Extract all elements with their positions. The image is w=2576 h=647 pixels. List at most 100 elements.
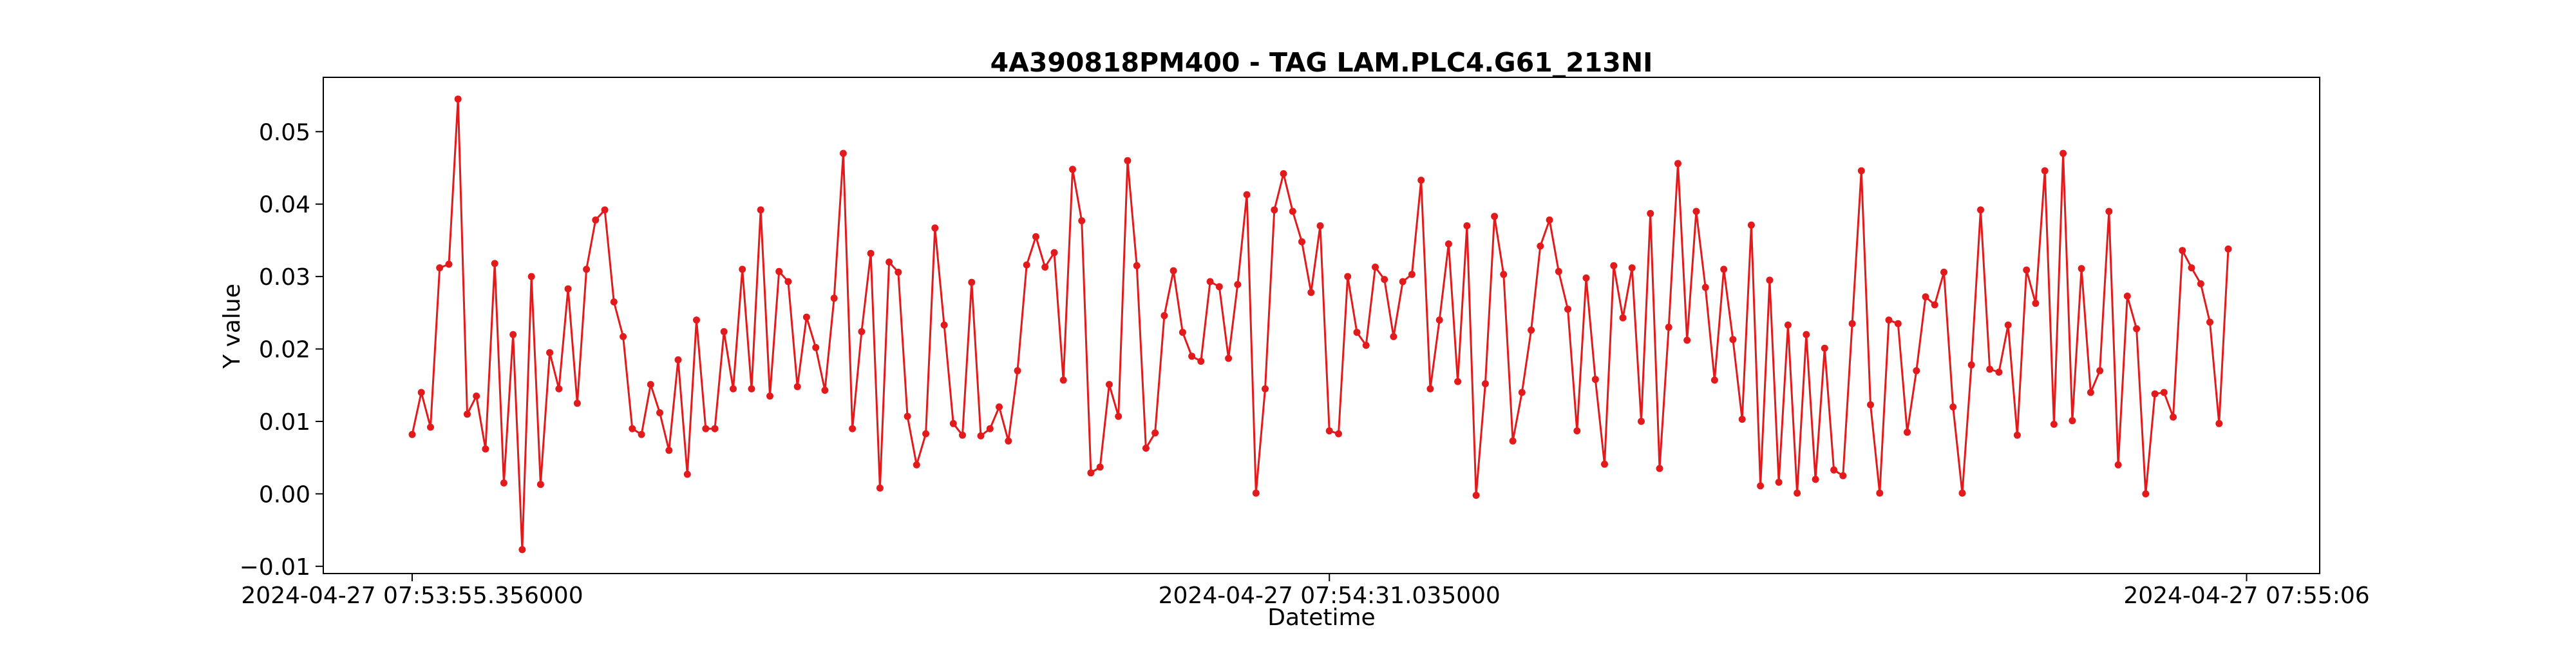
data-point bbox=[2123, 293, 2131, 300]
data-point bbox=[2188, 264, 2195, 272]
plot-frame bbox=[323, 77, 2320, 574]
data-point bbox=[491, 260, 498, 267]
data-point bbox=[546, 349, 554, 356]
data-point bbox=[1105, 381, 1113, 389]
data-point bbox=[1362, 342, 1370, 349]
data-point bbox=[1069, 166, 1076, 173]
data-point bbox=[1775, 478, 1783, 486]
data-point bbox=[2133, 325, 2141, 333]
data-point bbox=[656, 409, 663, 416]
data-point bbox=[408, 430, 416, 438]
data-point bbox=[1225, 354, 1233, 362]
data-point bbox=[702, 425, 710, 432]
data-point bbox=[2032, 300, 2040, 307]
data-point bbox=[821, 387, 829, 394]
data-point bbox=[1417, 177, 1425, 184]
data-point bbox=[1738, 416, 1746, 423]
data-point bbox=[1307, 289, 1315, 296]
data-point bbox=[784, 278, 792, 285]
data-point bbox=[2096, 367, 2104, 374]
data-point bbox=[2060, 150, 2067, 157]
data-point bbox=[473, 392, 480, 400]
y-tick-label: 0.04 bbox=[259, 192, 310, 218]
data-point bbox=[2151, 390, 2159, 398]
data-point bbox=[1922, 293, 1929, 301]
data-point bbox=[1133, 262, 1141, 269]
y-axis-label: Y value bbox=[219, 284, 245, 369]
data-point bbox=[886, 258, 893, 266]
data-point bbox=[1729, 336, 1737, 343]
data-point bbox=[527, 273, 535, 280]
data-point bbox=[1591, 376, 1599, 383]
x-tick-label: 2024-04-27 07:54:31.035000 bbox=[1159, 583, 1501, 609]
data-point bbox=[1087, 469, 1095, 477]
data-point bbox=[1271, 206, 1278, 214]
data-point bbox=[1518, 389, 1526, 396]
y-tick-label: 0.05 bbox=[259, 119, 310, 146]
data-point bbox=[1041, 264, 1049, 271]
data-point bbox=[1243, 191, 1251, 198]
data-point bbox=[1289, 208, 1296, 215]
data-point bbox=[1381, 276, 1388, 284]
data-point bbox=[536, 481, 544, 488]
data-point bbox=[647, 381, 654, 389]
data-point bbox=[748, 385, 755, 392]
data-point bbox=[1252, 489, 1260, 497]
data-point bbox=[1160, 312, 1168, 320]
data-point bbox=[812, 343, 820, 351]
data-point bbox=[500, 479, 507, 487]
data-point bbox=[940, 321, 948, 329]
data-point bbox=[427, 423, 434, 431]
data-point bbox=[2023, 266, 2031, 274]
data-point bbox=[638, 430, 645, 438]
data-point bbox=[629, 425, 636, 432]
data-point bbox=[968, 278, 976, 286]
data-point bbox=[949, 420, 957, 427]
data-point bbox=[564, 285, 572, 293]
x-tick-label: 2024-04-27 07:53:55.356000 bbox=[241, 583, 583, 609]
data-point bbox=[2215, 420, 2223, 427]
data-point bbox=[766, 392, 773, 400]
data-point bbox=[1151, 429, 1159, 437]
data-point bbox=[1940, 268, 1947, 276]
data-point bbox=[1710, 376, 1718, 384]
data-point bbox=[913, 461, 920, 468]
y-tick-label: 0.03 bbox=[259, 264, 310, 291]
data-point bbox=[711, 425, 719, 432]
data-point bbox=[509, 331, 517, 338]
data-point bbox=[1628, 264, 1636, 272]
data-point bbox=[1078, 217, 1086, 225]
data-point bbox=[1014, 367, 1021, 374]
data-point bbox=[858, 328, 866, 336]
data-point bbox=[2078, 265, 2085, 273]
data-point bbox=[1665, 324, 1672, 331]
data-point bbox=[1839, 472, 1847, 479]
data-point bbox=[839, 150, 847, 157]
data-point bbox=[1262, 385, 1269, 392]
x-tick-label: 2024-04-27 07:55:06 bbox=[2123, 583, 2369, 609]
data-point bbox=[1372, 264, 1379, 271]
data-point bbox=[720, 328, 728, 336]
data-point bbox=[1435, 316, 1443, 324]
data-point bbox=[2114, 461, 2122, 468]
data-point bbox=[1032, 233, 1039, 240]
data-point bbox=[1115, 412, 1122, 420]
data-point bbox=[1857, 167, 1865, 175]
data-point bbox=[739, 266, 746, 273]
data-point bbox=[1931, 301, 1938, 309]
data-point bbox=[1582, 274, 1590, 282]
data-point bbox=[1848, 320, 1856, 327]
data-point bbox=[1179, 329, 1186, 336]
data-point bbox=[895, 268, 902, 276]
series-layer bbox=[408, 95, 2232, 554]
data-point bbox=[518, 546, 526, 554]
data-point bbox=[1481, 380, 1489, 387]
data-point bbox=[1509, 437, 1517, 445]
data-point bbox=[2160, 389, 2168, 396]
y-tick-label: −0.01 bbox=[240, 554, 310, 581]
x-axis-label: Datetime bbox=[1267, 604, 1375, 631]
data-point bbox=[1555, 267, 1562, 275]
data-point bbox=[986, 425, 994, 432]
data-point bbox=[1215, 283, 1223, 291]
